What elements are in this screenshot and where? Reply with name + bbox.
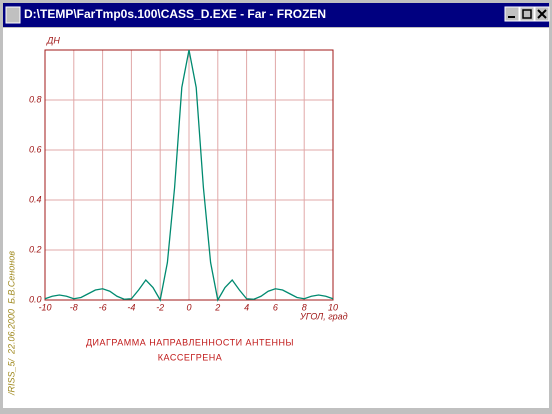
title-bar xyxy=(3,3,549,27)
maximize-button[interactable] xyxy=(519,6,535,22)
minimize-button[interactable] xyxy=(504,6,520,22)
window-body xyxy=(3,28,549,408)
y-tick-label: 0.0 xyxy=(29,294,42,304)
side-note: /RISS_5/ 22.06.2000 Б.В.Сенонов xyxy=(6,251,16,396)
x-tick-label: -2 xyxy=(156,302,164,312)
x-tick-label: 0 xyxy=(186,302,191,312)
x-tick-label: 8 xyxy=(302,302,307,312)
y-tick-label: 0.2 xyxy=(29,244,42,254)
x-tick-label: 4 xyxy=(244,302,249,312)
chart-title: ДИАГРАММА НАПРАВЛЕННОСТИ АНТЕННЫ xyxy=(86,337,294,347)
app-icon xyxy=(5,6,21,24)
close-button[interactable] xyxy=(534,6,550,22)
x-tick-label: -8 xyxy=(70,302,78,312)
y-tick-label: 0.8 xyxy=(29,94,42,104)
x-tick-label: 10 xyxy=(328,302,338,312)
x-tick-label: -6 xyxy=(99,302,107,312)
chart: ДН УГОЛ, град ДИАГРАММА НАПРАВЛЕННОСТИ А… xyxy=(6,35,347,396)
y-axis-label: ДН xyxy=(46,35,60,45)
y-tick-label: 0.4 xyxy=(29,194,42,204)
x-tick-label: 2 xyxy=(214,302,220,312)
y-tick-label: 0.6 xyxy=(29,144,42,154)
data-line xyxy=(44,49,334,302)
x-tick-label: 6 xyxy=(273,302,278,312)
x-tick-label: -4 xyxy=(127,302,135,312)
x-axis-label: УГОЛ, град xyxy=(299,311,348,321)
window-title: D:\TEMP\FarTmp0s.100\CASS_D.EXE - Far - … xyxy=(24,7,326,21)
chart-subtitle: КАССЕГРЕНА xyxy=(158,352,222,362)
x-tick-label: -10 xyxy=(38,302,51,312)
